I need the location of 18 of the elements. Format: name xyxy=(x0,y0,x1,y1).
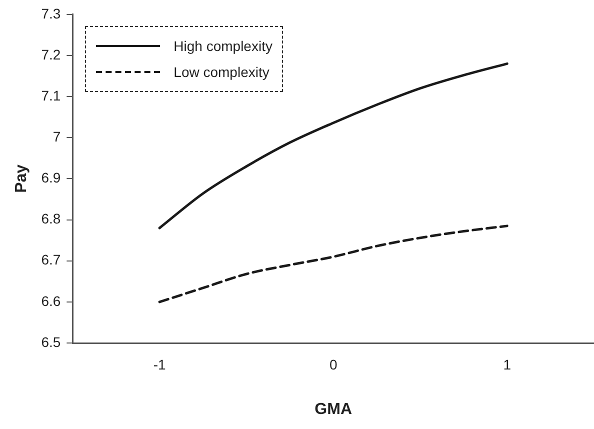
line-series xyxy=(158,224,508,304)
y-tick-label: 7.3 xyxy=(41,5,61,22)
y-tick-label: 7.2 xyxy=(41,46,61,62)
y-tick-label: 6.7 xyxy=(41,252,61,268)
line-series xyxy=(158,62,508,230)
legend-label: Low complexity xyxy=(174,64,270,80)
x-tick-label: 1 xyxy=(503,356,512,372)
x-tick-label: 0 xyxy=(329,356,338,372)
x-axis-title: GMA xyxy=(314,400,352,418)
y-tick-label: 7.1 xyxy=(41,87,61,104)
y-axis-title: Pay xyxy=(13,164,30,193)
y-tick-label: 6.5 xyxy=(41,334,61,350)
y-tick-label: 6.6 xyxy=(41,292,61,309)
y-tick-label: 6.8 xyxy=(41,210,61,227)
y-tick-label: 7 xyxy=(52,128,61,144)
x-tick-label: -1 xyxy=(153,356,166,372)
legend-label: High complexity xyxy=(174,38,272,54)
y-tick-label: 6.9 xyxy=(41,170,61,186)
